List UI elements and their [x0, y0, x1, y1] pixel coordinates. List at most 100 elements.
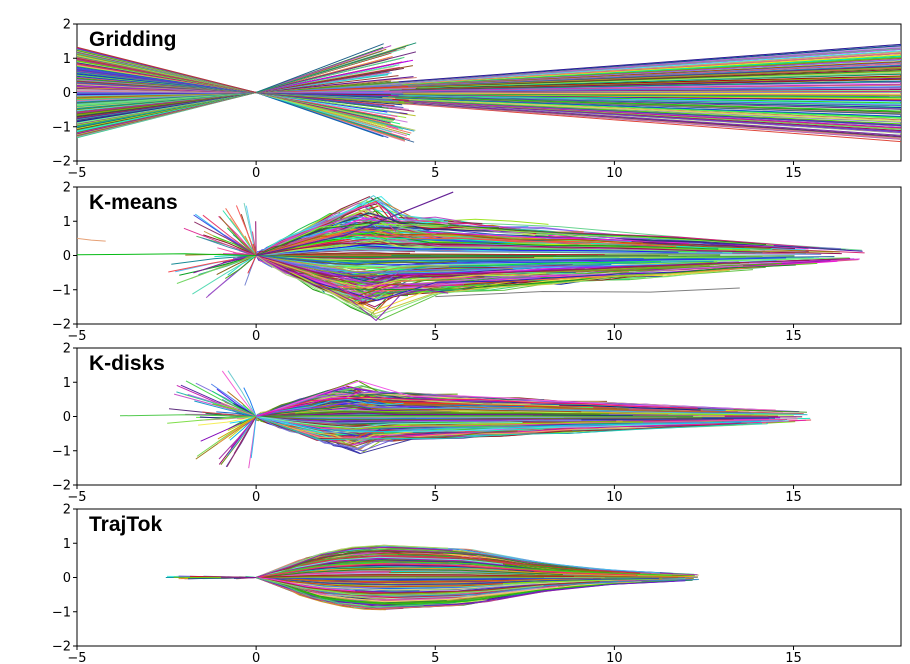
trajectory-line — [256, 569, 563, 578]
trajectory-line — [229, 416, 257, 441]
panel-title: K-means — [89, 191, 178, 214]
trajectory-line — [250, 416, 257, 459]
trajectory-line — [255, 402, 435, 417]
y-tick-label: 1 — [63, 215, 71, 230]
trajectory-line — [255, 550, 444, 578]
y-tick-label: −2 — [52, 640, 71, 655]
y-tick-label: 2 — [63, 342, 71, 357]
trajectory-line — [255, 255, 605, 274]
trajectory-line — [256, 411, 601, 417]
trajectory-line — [255, 577, 686, 608]
x-tick-label: 0 — [252, 651, 260, 664]
trajectory-line — [256, 577, 504, 588]
trajectory-line — [252, 243, 257, 256]
trajectory-line — [255, 577, 678, 605]
trajectory-line — [210, 383, 257, 417]
y-tick-label: 1 — [63, 376, 71, 391]
trajectory-line — [256, 255, 669, 257]
trajectory-line — [255, 220, 767, 256]
trajectory-group — [119, 370, 812, 469]
trajectory-line — [255, 42, 417, 93]
y-tick-label: 1 — [63, 52, 71, 67]
x-tick-label: 15 — [785, 329, 802, 344]
trajectory-line — [256, 255, 714, 275]
trajectory-line — [256, 577, 659, 586]
trajectory-line — [255, 577, 497, 610]
y-tick-label: 2 — [63, 18, 71, 33]
panel-title: TrajTok — [89, 513, 162, 536]
trajectory-group — [77, 191, 865, 322]
trajectory-line — [256, 575, 545, 578]
trajectory-line — [216, 411, 257, 417]
trajectory-line — [185, 380, 257, 417]
trajectory-line — [255, 92, 392, 133]
trajectory-line — [255, 380, 670, 417]
y-tick-label: 0 — [63, 410, 71, 425]
trajectory-line — [256, 243, 842, 256]
trajectory-line — [256, 565, 509, 578]
trajectory-line — [227, 370, 257, 417]
y-tick-label: 0 — [63, 571, 71, 586]
x-tick-label: 15 — [785, 490, 802, 505]
trajectory-line — [216, 255, 257, 276]
trajectory-line — [256, 577, 618, 583]
trajectory-line — [239, 255, 257, 262]
trajectory-line — [255, 212, 341, 256]
trajectory-line — [226, 416, 257, 468]
trajectory-line — [256, 252, 411, 256]
trajectory-line — [255, 577, 699, 597]
trajectory-line — [255, 577, 642, 603]
trajectory-line — [256, 577, 356, 592]
trajectory-line — [194, 400, 257, 417]
trajectory-line — [256, 416, 798, 430]
trajectory-line — [255, 191, 454, 257]
trajectory-line — [255, 43, 384, 93]
trajectory-line — [256, 255, 644, 264]
trajectory-line — [198, 416, 257, 426]
y-tick-label: 2 — [63, 181, 71, 196]
trajectory-line — [255, 246, 269, 256]
trajectory-line — [242, 404, 257, 417]
trajectory-group — [77, 42, 901, 143]
trajectory-line — [255, 255, 529, 290]
trajectory-line — [256, 577, 600, 594]
trajectory-line — [255, 255, 657, 279]
trajectory-line — [225, 255, 257, 279]
trajectory-line — [255, 556, 504, 578]
trajectory-line — [256, 410, 609, 417]
panel-title: Gridding — [89, 28, 177, 51]
trajectory-line — [217, 416, 257, 440]
trajectory-line — [255, 577, 424, 608]
y-tick-label: 2 — [63, 503, 71, 518]
trajectory-line — [255, 241, 291, 256]
trajectory-line — [256, 250, 822, 256]
trajectory-line — [77, 46, 257, 93]
trajectory-line — [255, 416, 762, 433]
trajectory-line — [255, 255, 730, 315]
trajectory-line — [255, 416, 289, 423]
trajectory-line — [256, 403, 719, 417]
x-tick-label: −5 — [67, 651, 86, 664]
y-tick-label: −2 — [52, 155, 71, 170]
x-tick-label: 10 — [606, 329, 623, 344]
trajectory-line — [256, 65, 413, 93]
x-tick-label: 10 — [606, 490, 623, 505]
y-tick-label: −1 — [52, 444, 71, 459]
trajectory-line — [255, 255, 378, 318]
y-tick-label: −1 — [52, 283, 71, 298]
y-tick-label: −2 — [52, 318, 71, 333]
trajectory-line — [226, 224, 257, 256]
x-tick-label: 0 — [252, 490, 260, 505]
x-tick-label: −5 — [67, 490, 86, 505]
trajectory-line — [255, 553, 398, 578]
trajectory-line — [227, 255, 257, 276]
trajectory-line — [119, 414, 257, 417]
x-tick-label: −5 — [67, 329, 86, 344]
trajectory-line — [256, 561, 520, 578]
trajectory-line — [255, 232, 719, 256]
trajectory-line — [255, 92, 384, 138]
trajectory-line — [247, 255, 257, 274]
